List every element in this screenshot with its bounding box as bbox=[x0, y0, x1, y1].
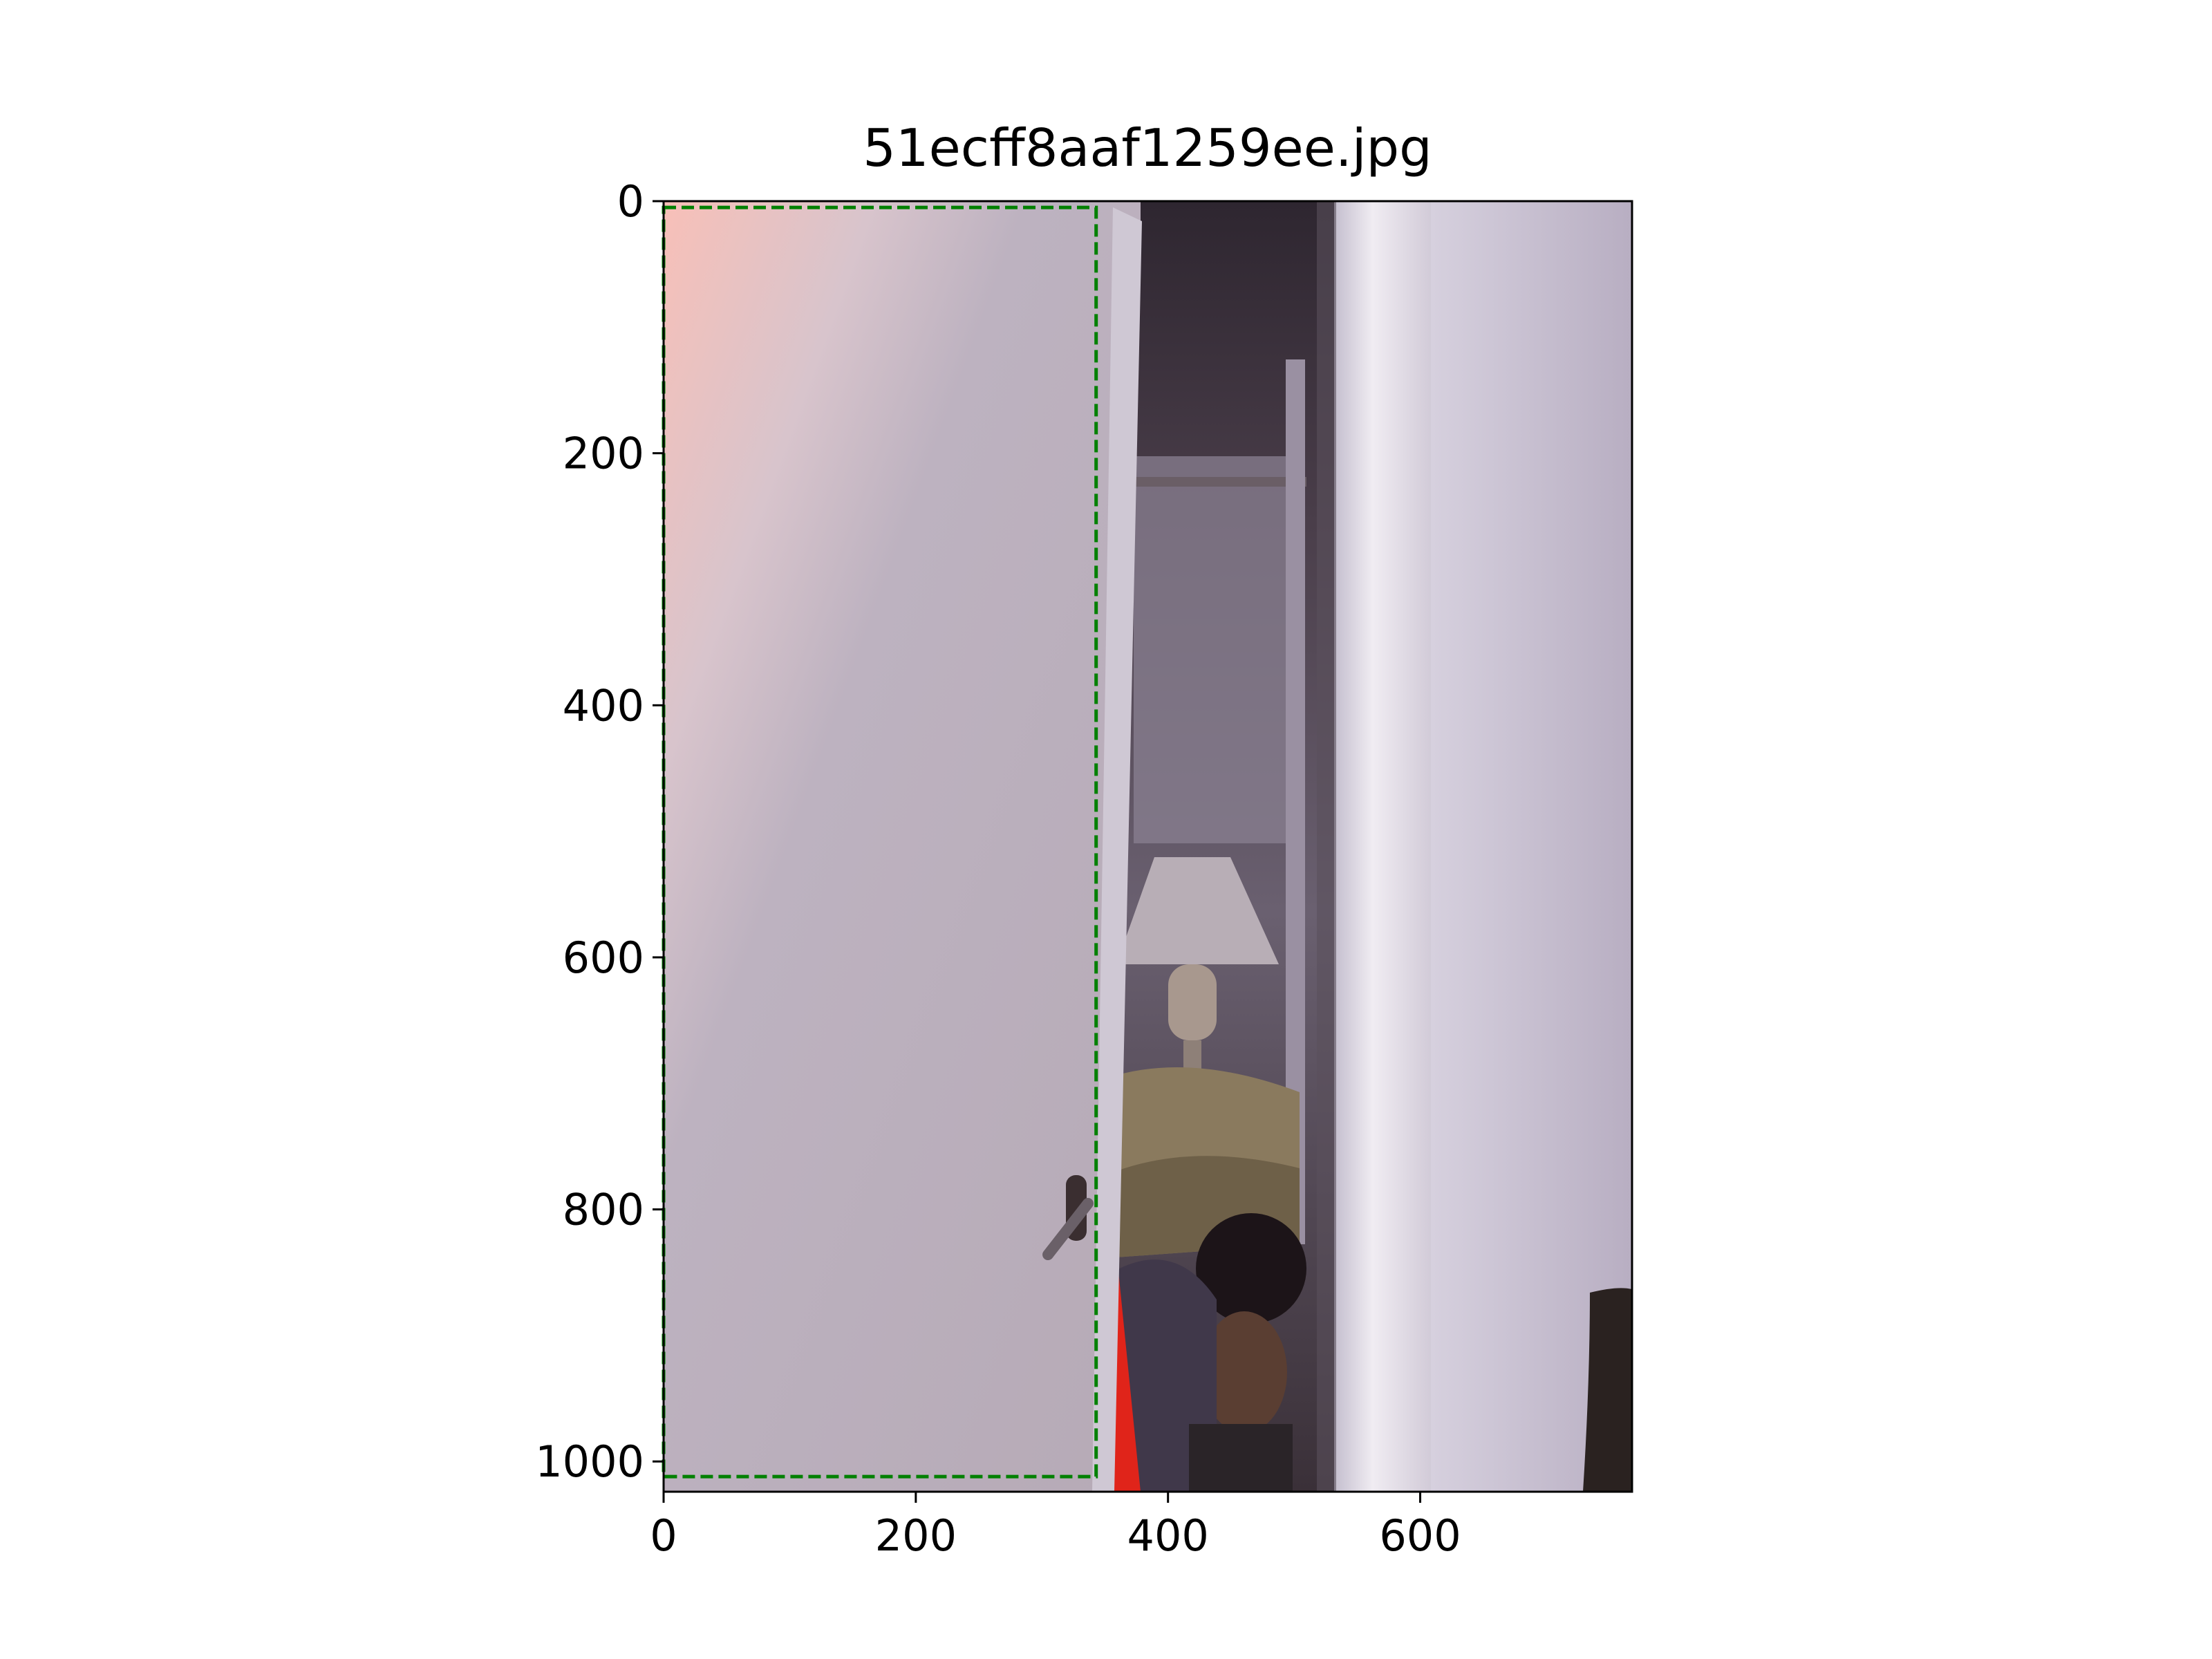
x-tick-label: 200 bbox=[875, 1510, 957, 1561]
y-tick-label: 0 bbox=[617, 176, 644, 227]
door-handle-lever bbox=[1042, 1197, 1094, 1261]
person-lower bbox=[1189, 1424, 1293, 1492]
lamp-stem bbox=[1183, 1040, 1201, 1071]
x-tick-label: 0 bbox=[650, 1510, 677, 1561]
axes-frame bbox=[662, 200, 1633, 1493]
window-curtain bbox=[1134, 456, 1293, 843]
x-tick-label: 600 bbox=[1379, 1510, 1461, 1561]
figure-title: 51ecff8aaf1259ee.jpg bbox=[863, 118, 1432, 178]
y-tick-label: 800 bbox=[563, 1185, 644, 1235]
curtain-rod bbox=[1134, 477, 1306, 487]
y-tick-label: 400 bbox=[563, 680, 644, 731]
y-tick-label: 1000 bbox=[535, 1436, 644, 1487]
door-panel bbox=[664, 201, 1141, 1492]
right-doorframe bbox=[1334, 201, 1431, 1492]
person-hair bbox=[1196, 1213, 1306, 1324]
lamp-base bbox=[1168, 964, 1217, 1040]
y-axis: 0 200 400 600 800 1000 bbox=[535, 176, 664, 1487]
right-frame-shadow bbox=[1317, 201, 1336, 1492]
y-tick-label: 200 bbox=[563, 429, 644, 479]
dark-object bbox=[1583, 1288, 1632, 1492]
door-edge bbox=[1092, 207, 1142, 1492]
y-tick-label: 600 bbox=[563, 932, 644, 983]
lamp-shade bbox=[1116, 857, 1279, 964]
photo bbox=[664, 201, 1632, 1492]
person-face bbox=[1201, 1311, 1287, 1433]
x-axis: 0 200 400 600 bbox=[650, 1492, 1461, 1561]
right-wall bbox=[1431, 201, 1632, 1492]
x-tick-label: 400 bbox=[1127, 1510, 1209, 1561]
